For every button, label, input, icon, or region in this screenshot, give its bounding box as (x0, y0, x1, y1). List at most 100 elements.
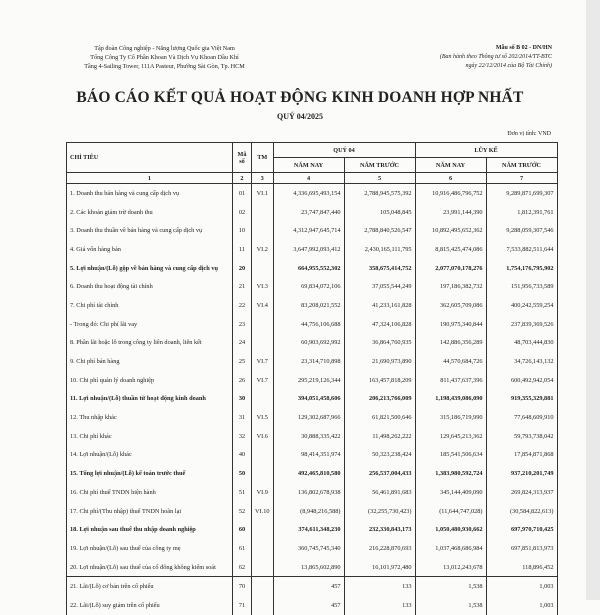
row-label: 4. Giá vốn hàng bán (66, 240, 233, 259)
row-code: 40 (232, 445, 252, 465)
row-code: 62 (232, 557, 252, 577)
quarter-this-year: 136,802,678,938 (272, 483, 345, 502)
quarter-this-year: 457 (272, 596, 345, 615)
quarter-last-year: 256,537,004,433 (343, 464, 416, 483)
ytd-this-year: 44,570,684,726 (414, 352, 487, 371)
quarter-last-year: 16,101,972,480 (343, 557, 416, 577)
row-note: VI.4 (251, 296, 274, 315)
quarter-this-year: 69,834,072,106 (272, 277, 345, 297)
row-label: 2. Các khoản giảm trừ doanh thu (66, 202, 233, 222)
row-note (251, 445, 274, 465)
ytd-this-year: 197,186,382,732 (414, 277, 487, 297)
ytd-this-year: 811,437,637,396 (414, 370, 487, 390)
row-note (251, 258, 274, 278)
quarter-last-year: 163,457,818,209 (343, 370, 416, 390)
row-code: 22 (232, 296, 252, 315)
col-q-now: NĂM NAY (272, 157, 345, 173)
ytd-this-year: 345,144,409,090 (414, 483, 487, 502)
row-label: 3. Doanh thu thuần về bán hàng và cung c… (66, 221, 233, 241)
report-title: BÁO CÁO KẾT QUẢ HOẠT ĐỘNG KINH DOANH HỢP… (76, 89, 524, 106)
quarter-last-year: 21,690,973,890 (343, 352, 416, 371)
row-note: VI.10 (251, 501, 274, 521)
row-label: 6. Doanh thu hoạt động tài chính (66, 277, 233, 297)
col-number: 2 (232, 172, 252, 184)
ytd-last-year: 59,793,738,042 (485, 426, 558, 446)
row-label: 5. Lợi nhuận/(Lỗ) gộp về bán hàng và cun… (66, 258, 233, 278)
ytd-last-year: 1,812,391,761 (485, 202, 558, 222)
income-statement-table: CHỈ TIÊU Mã số TM QUÝ 04 LŨY KẾ NĂM NAY … (66, 142, 558, 615)
table-row: 16. Chi phí thuế TNDN hiện hành 51 VI.9 136… (66, 483, 558, 502)
col-ytd-prev: NĂM TRƯỚC (485, 157, 558, 173)
row-code: 50 (232, 464, 252, 483)
quarter-last-year: 2,788,945,575,392 (343, 183, 416, 203)
quarter-this-year: 492,465,810,580 (272, 464, 345, 483)
table-row: 11. Lợi nhuận/(Lỗ) thuần từ hoạt động ki… (66, 389, 558, 409)
row-note: VI.6 (251, 426, 274, 446)
quarter-last-year: 11,498,262,222 (343, 426, 416, 446)
ytd-last-year: 1,003 (485, 596, 558, 615)
row-note (251, 221, 274, 241)
table-row: - Trong đó: Chi phí lãi vay 23 44,756,106,… (66, 314, 558, 334)
table-row: 1. Doanh thu bán hàng và cung cấp dịch v… (66, 183, 558, 203)
table-row: 14. Lợi nhuận/(Lỗ) khác 40 98,414,351,974 5… (66, 445, 558, 465)
row-label: 12. Thu nhập khác (66, 408, 233, 427)
quarter-this-year: 374,611,348,230 (272, 520, 345, 540)
row-note: VI.5 (251, 408, 274, 427)
currency-unit: Đơn vị tính: VND (507, 131, 551, 137)
row-code: 02 (232, 202, 252, 222)
org-line: Tập đoàn Công nghiệp - Năng lượng Quốc g… (94, 45, 235, 52)
quarter-this-year: 83,208,021,552 (272, 296, 345, 315)
row-note (251, 520, 274, 540)
row-label: 14. Lợi nhuận/(Lỗ) khác (66, 445, 233, 465)
quarter-last-year: 37,055,544,249 (343, 277, 416, 297)
row-code: 24 (232, 333, 252, 353)
form-code: Mẫu số B 02 - DN/HN (495, 45, 552, 51)
col-item: CHỈ TIÊU (66, 142, 233, 173)
quarter-this-year: 457 (272, 576, 345, 597)
row-label: 18. Lợi nhuận sau thuế thu nhập doanh ng… (66, 520, 233, 540)
row-label: 9. Chi phí bán hàng (66, 352, 233, 371)
table-row: 13. Chi phí khác 32 VI.6 30,888,335,422 11,4… (66, 426, 558, 446)
quarter-last-year: 133 (343, 576, 416, 597)
row-label: 16. Chi phí thuế TNDN hiện hành (66, 483, 233, 502)
quarter-this-year: 129,302,687,966 (272, 408, 345, 427)
col-code: Mã số (232, 142, 252, 173)
table-row: 21. Lãi/(Lỗ) cơ bản trên cổ phiếu 70 457 13… (66, 576, 558, 597)
quarter-last-year: 133 (343, 596, 416, 615)
quarter-this-year: 4,312,947,645,714 (272, 221, 345, 241)
ytd-this-year: 185,541,506,634 (414, 445, 487, 465)
row-code: 21 (232, 277, 252, 297)
ytd-this-year: 190,975,340,844 (414, 314, 487, 334)
table-row: 20. Lợi nhuận/(Lỗ) sau thuế của cổ đông … (66, 557, 558, 577)
row-code: 31 (232, 408, 252, 427)
row-label: 13. Chi phí khác (66, 426, 233, 446)
row-code: 52 (232, 501, 252, 521)
row-note (251, 539, 274, 558)
ytd-this-year: 142,886,356,289 (414, 333, 487, 353)
table-row: 17. Chi phí/(Thu nhập) thuế TNDN hoãn lạ… (66, 501, 558, 521)
ytd-this-year: 13,012,243,678 (414, 557, 487, 577)
quarter-this-year: 23,314,710,898 (272, 352, 345, 371)
row-note (251, 576, 274, 597)
row-note (251, 333, 274, 353)
ytd-last-year: 48,703,444,830 (485, 333, 558, 353)
row-note (251, 557, 274, 577)
ytd-this-year: (11,644,747,028) (414, 501, 487, 521)
quarter-this-year: 44,756,106,688 (272, 314, 345, 334)
quarter-this-year: 664,955,552,302 (272, 258, 345, 278)
row-note: VI.3 (251, 277, 274, 297)
quarter-this-year: 295,219,126,344 (272, 370, 345, 390)
row-label: 22. Lãi/(Lỗ) suy giảm trên cổ phiếu (66, 596, 233, 615)
row-label: 20. Lợi nhuận/(Lỗ) sau thuế của cổ đông … (66, 557, 233, 577)
ytd-this-year: 129,645,213,362 (414, 426, 487, 446)
table-row: 8. Phần lãi hoặc lỗ trong công ty liên d… (66, 333, 558, 353)
ytd-last-year: 9,288,059,307,546 (485, 221, 558, 241)
ytd-this-year: 1,050,480,930,662 (414, 520, 487, 540)
org-line: Tầng 4-Sailing Tower, 111A Pasteur, Phườ… (84, 63, 245, 70)
row-label: 21. Lãi/(Lỗ) cơ bản trên cổ phiếu (66, 576, 233, 597)
ytd-last-year: 9,289,871,699,307 (485, 183, 558, 203)
ytd-this-year: 315,186,719,990 (414, 408, 487, 427)
form-note: ngày 22/12/2014 của Bộ Tài Chính) (465, 63, 553, 69)
row-code: 70 (232, 576, 252, 597)
quarter-this-year: 4,336,695,493,154 (272, 183, 345, 203)
